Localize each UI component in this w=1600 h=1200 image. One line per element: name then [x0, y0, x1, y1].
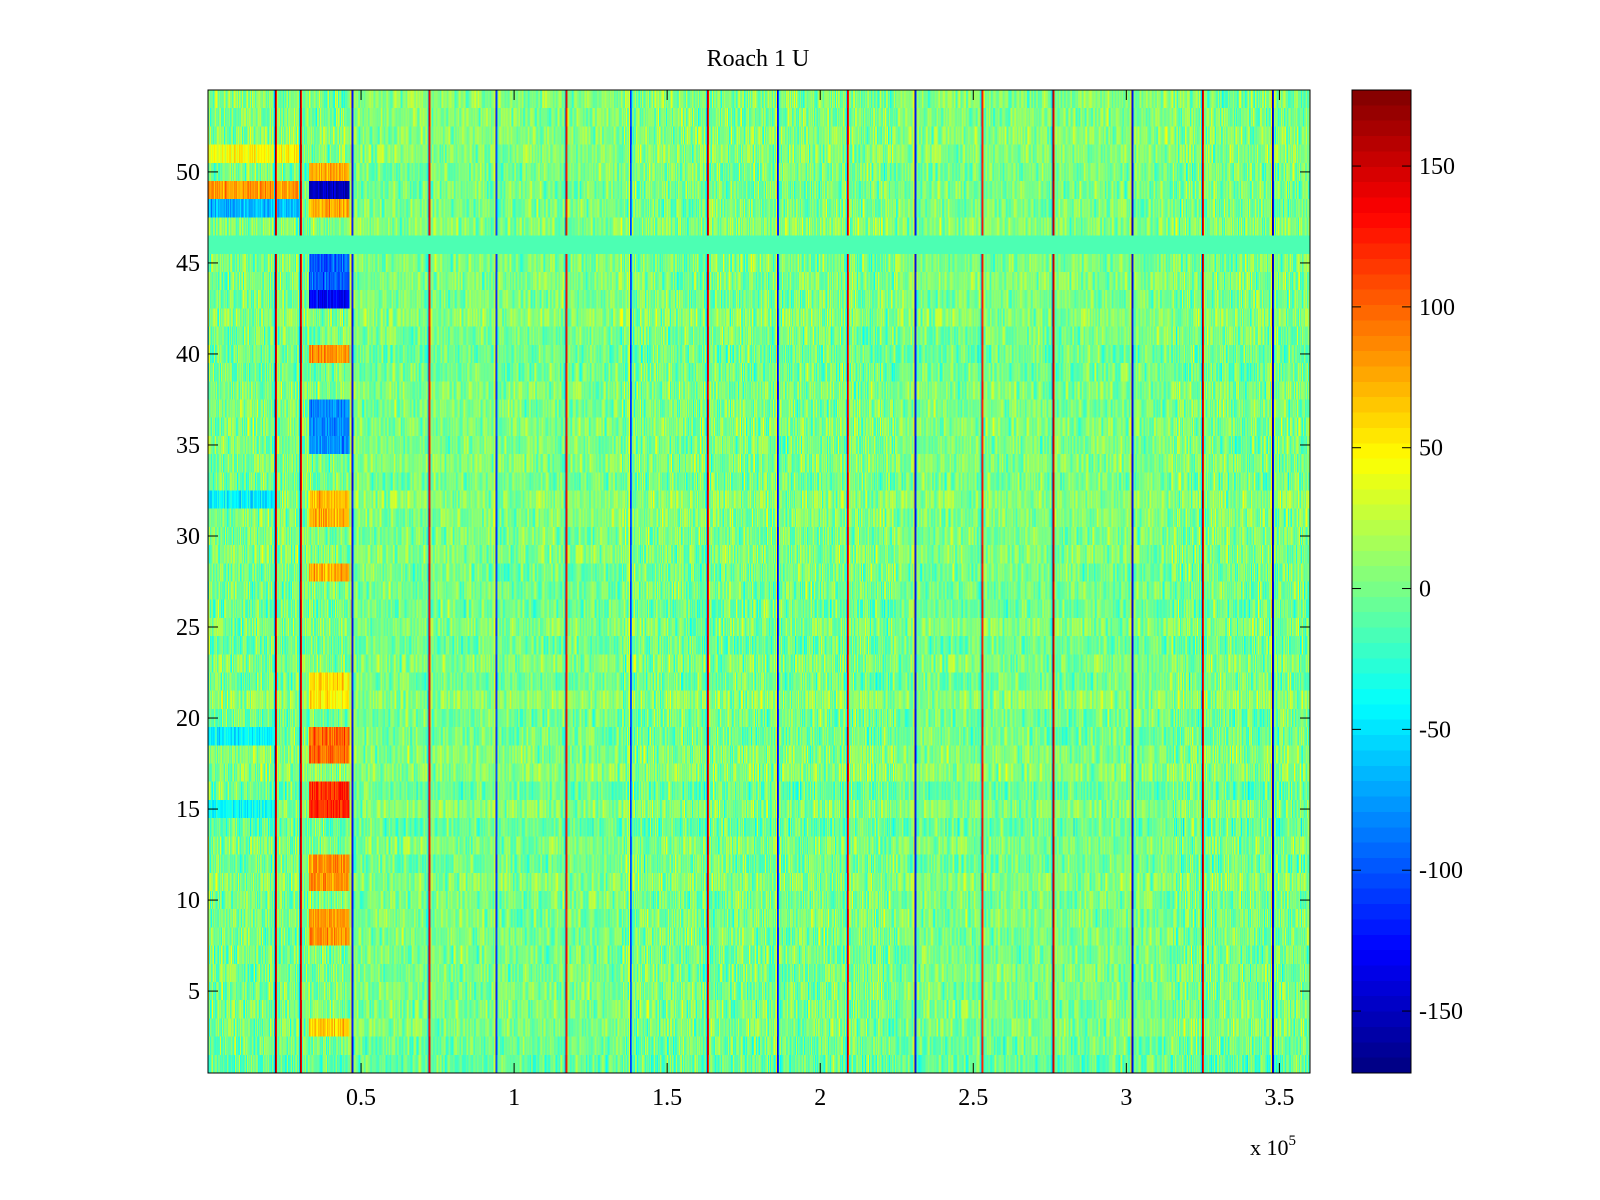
- colorbar: 150 100 50 0 -50 -100 -150: [1351, 89, 1463, 1074]
- colorbar-tick-label: -50: [1419, 717, 1451, 743]
- colorbar-frame: [1351, 89, 1412, 1074]
- x-tick-label: 2: [814, 1085, 826, 1111]
- colorbar-tick-label: 0: [1419, 577, 1431, 603]
- chart-title: Roach 1 U: [707, 46, 810, 72]
- y-tick-label: 30: [176, 524, 200, 550]
- colorbar-tick-label: 100: [1419, 295, 1455, 321]
- y-tick-label: 5: [188, 979, 200, 1005]
- x-tick-label: 3: [1120, 1085, 1132, 1111]
- y-tick-label: 35: [176, 433, 200, 459]
- colorbar-tick-label: 50: [1419, 436, 1443, 462]
- x-tick-label: 2.5: [958, 1085, 988, 1111]
- y-tick-label: 10: [176, 888, 200, 914]
- colorbar-tick-label: -100: [1419, 858, 1463, 884]
- x-axis-exponent: x 105: [1250, 1133, 1296, 1160]
- x-axis-exponent-base: x 10: [1250, 1135, 1289, 1160]
- y-axis: 5 10 15 20 25 30 35 40 45 50: [176, 160, 1310, 1005]
- heatmap-raster: [208, 90, 1310, 1073]
- x-axis: 0.5 1 1.5 2 2.5 3 3.5: [346, 90, 1294, 1111]
- y-tick-label: 25: [176, 615, 200, 641]
- x-tick-label: 1: [508, 1085, 520, 1111]
- heatmap-cells: [208, 90, 1310, 1073]
- x-tick-label: 0.5: [346, 1085, 376, 1111]
- x-tick-label: 1.5: [652, 1085, 682, 1111]
- colorbar-gradient: [1352, 90, 1411, 1073]
- x-axis-exponent-power: 5: [1289, 1133, 1297, 1149]
- colorbar-tick-label: 150: [1419, 154, 1455, 180]
- y-tick-label: 15: [176, 797, 200, 823]
- y-tick-label: 20: [176, 706, 200, 732]
- colorbar-tick-label: -150: [1419, 999, 1463, 1025]
- colorbar-ticks: 150 100 50 0 -50 -100 -150: [1352, 154, 1463, 1025]
- y-tick-label: 45: [176, 251, 200, 277]
- plot-frame: [207, 89, 1311, 1074]
- x-tick-label: 3.5: [1264, 1085, 1294, 1111]
- y-tick-label: 50: [176, 160, 200, 186]
- y-tick-label: 40: [176, 342, 200, 368]
